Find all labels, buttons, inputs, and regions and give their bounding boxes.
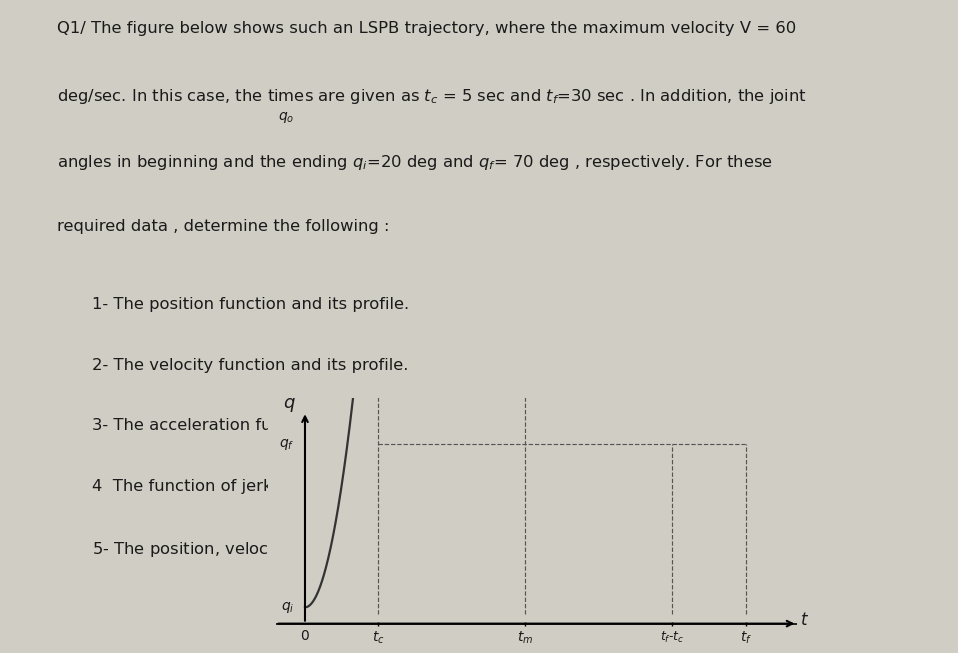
Text: 4  The function of jerk variable and what is the nature of jerk?: 4 The function of jerk variable and what… [92, 479, 602, 494]
Text: deg/sec. In this case, the times are given as $t_c$ = 5 sec and $t_f$=30 sec . I: deg/sec. In this case, the times are giv… [57, 87, 808, 106]
Text: $t_m$: $t_m$ [517, 629, 534, 646]
Text: $q_f$: $q_f$ [279, 437, 295, 451]
Text: required data , determine the following :: required data , determine the following … [57, 219, 390, 234]
Text: $t_f$: $t_f$ [740, 629, 752, 646]
Text: $q_o$: $q_o$ [279, 110, 295, 125]
Text: Q1/ The figure below shows such an LSPB trajectory, where the maximum velocity V: Q1/ The figure below shows such an LSPB … [57, 21, 797, 36]
Text: $t$: $t$ [800, 611, 810, 629]
Text: angles in beginning and the ending $q_i$=20 deg and $q_f$= 70 deg , respectively: angles in beginning and the ending $q_i$… [57, 153, 773, 172]
Text: 5- The position, velocity, and acceleration at $t_m$=13 sec.: 5- The position, velocity, and accelerat… [92, 539, 554, 558]
Text: 2- The velocity function and its profile.: 2- The velocity function and its profile… [92, 358, 408, 373]
Text: $q_i$: $q_i$ [282, 600, 295, 614]
Text: 1- The position function and its profile.: 1- The position function and its profile… [92, 297, 409, 312]
Text: $t_c$: $t_c$ [372, 629, 385, 646]
Text: $0$: $0$ [300, 629, 309, 643]
Text: 3- The acceleration function and its profile.: 3- The acceleration function and its pro… [92, 419, 445, 434]
Text: $t_f$-$t_c$: $t_f$-$t_c$ [660, 629, 685, 645]
Text: $q$: $q$ [283, 396, 296, 414]
